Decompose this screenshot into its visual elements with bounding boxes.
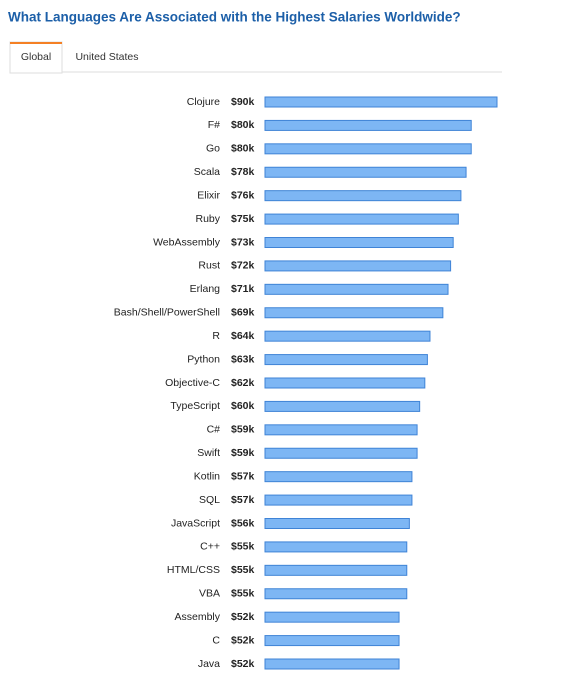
bar <box>264 588 408 600</box>
value-label: $80k <box>231 143 255 155</box>
value-label: $56k <box>231 517 255 529</box>
category-label: SQL <box>199 494 220 506</box>
bar <box>264 307 444 319</box>
tab-active[interactable] <box>9 41 63 74</box>
category-label: HTML/CSS <box>167 564 220 576</box>
value-label: $64k <box>231 330 255 342</box>
value-label: $75k <box>231 213 255 225</box>
bar <box>264 190 462 202</box>
bar <box>264 119 472 131</box>
value-label: $55k <box>231 564 255 576</box>
value-label: $57k <box>231 494 255 506</box>
category-label: Java <box>198 658 220 670</box>
bar <box>264 494 413 506</box>
bar <box>264 237 454 248</box>
value-label: $90k <box>231 96 255 108</box>
value-label: $59k <box>231 447 255 459</box>
category-label: TypeScript <box>170 400 220 412</box>
category-label: Elixir <box>197 189 220 201</box>
chart-title: What Languages Are Associated with the H… <box>8 10 461 25</box>
value-label: $80k <box>231 119 255 131</box>
tab-label[interactable]: Global <box>21 51 51 63</box>
category-label: F# <box>208 119 220 131</box>
tab-label[interactable]: United States <box>75 51 138 63</box>
category-label: Assembly <box>174 611 220 623</box>
category-label: Erlang <box>190 283 221 295</box>
bar <box>264 518 410 529</box>
bar <box>264 424 418 436</box>
bar <box>264 471 413 483</box>
value-label: $69k <box>231 307 255 319</box>
category-label: Ruby <box>195 213 220 225</box>
bar <box>264 635 400 647</box>
value-label: $63k <box>231 353 255 365</box>
category-label: Clojure <box>187 96 220 108</box>
value-label: $62k <box>231 377 255 389</box>
bar <box>264 354 428 366</box>
bar <box>264 541 408 553</box>
value-label: $60k <box>231 400 255 412</box>
category-label: Scala <box>194 166 220 178</box>
category-label: Rust <box>198 260 220 272</box>
category-label: C++ <box>200 541 220 553</box>
category-label: Go <box>206 143 220 155</box>
value-label: $73k <box>231 236 255 248</box>
value-label: $52k <box>231 611 255 623</box>
category-label: Objective-C <box>165 377 220 389</box>
category-label: C# <box>207 424 221 436</box>
category-label: Kotlin <box>194 470 220 482</box>
category-label: VBA <box>199 588 220 600</box>
value-label: $76k <box>231 189 255 201</box>
bar <box>264 611 400 623</box>
bar <box>264 400 421 412</box>
category-label: Python <box>187 353 220 365</box>
category-label: WebAssembly <box>153 236 221 248</box>
category-label: Bash/Shell/PowerShell <box>114 307 220 319</box>
category-label: C <box>212 634 220 646</box>
bar <box>264 330 431 342</box>
bar <box>264 260 452 272</box>
bar <box>264 213 459 225</box>
bar <box>264 377 426 389</box>
bar <box>264 283 449 295</box>
bar <box>264 658 400 670</box>
value-label: $57k <box>231 470 255 482</box>
value-label: $78k <box>231 166 255 178</box>
category-label: Swift <box>197 447 220 459</box>
value-label: $52k <box>231 634 255 646</box>
value-label: $55k <box>231 541 255 553</box>
bar <box>264 447 418 459</box>
tab-indicator <box>10 42 62 44</box>
bar <box>264 96 498 108</box>
category-label: R <box>212 330 220 342</box>
value-label: $71k <box>231 283 255 295</box>
bar <box>264 166 467 178</box>
value-label: $55k <box>231 588 255 600</box>
category-label: JavaScript <box>171 517 220 529</box>
bar <box>264 143 472 155</box>
value-label: $59k <box>231 424 255 436</box>
value-label: $72k <box>231 260 255 272</box>
bar <box>264 564 408 576</box>
value-label: $52k <box>231 658 255 670</box>
